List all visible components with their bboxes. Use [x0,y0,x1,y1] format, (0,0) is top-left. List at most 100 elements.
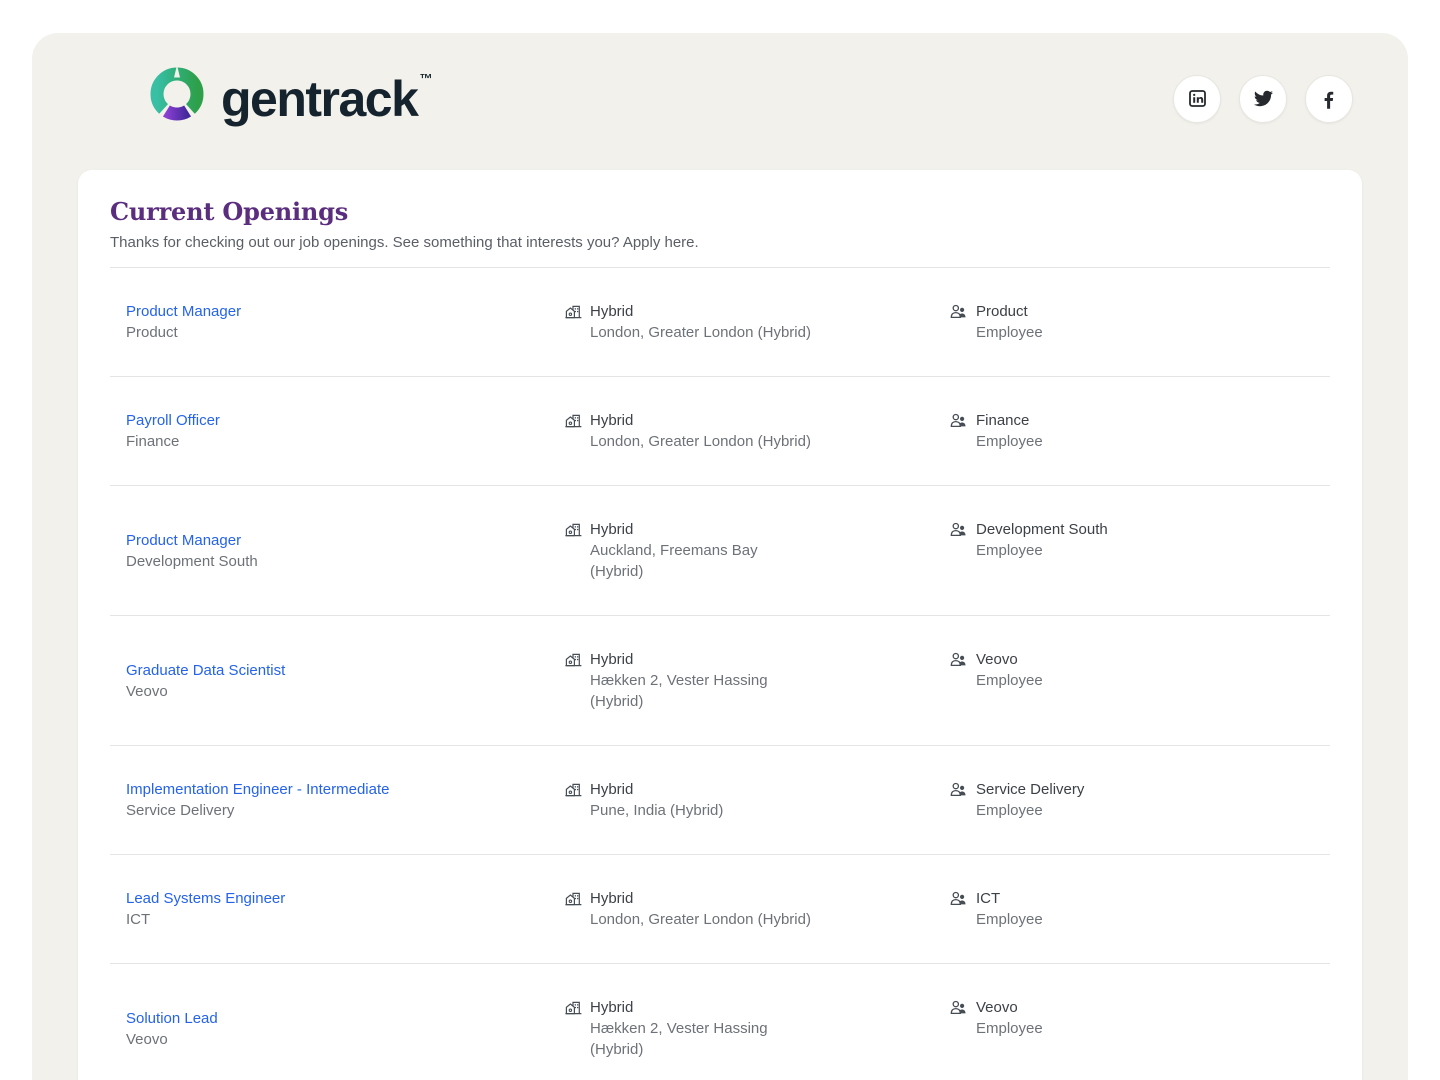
employment-type: Employee [976,324,1043,341]
work-mode: Hybrid [590,651,634,668]
job-location: Hækken 2, Vester Hassing (Hybrid) [590,1020,768,1058]
job-title-link[interactable]: Graduate Data Scientist [126,661,286,679]
team-name: Finance [976,412,1030,429]
job-team-column: Veovo Employee [950,649,1330,691]
job-title-column: Graduate Data Scientist Veovo [110,660,565,702]
twitter-button[interactable] [1239,74,1287,123]
page-subtitle: Thanks for checking out our job openings… [110,234,699,251]
brand-name: gentrack [221,70,419,127]
team-people-icon [950,651,967,691]
job-row: Implementation Engineer - Intermediate S… [110,746,1330,855]
job-location-column: Hybrid London, Greater London (Hybrid) [565,410,950,452]
team-name: Service Delivery [976,781,1085,798]
team-people-icon [950,303,967,343]
job-team-column: Development South Employee [950,519,1330,561]
job-title-link[interactable]: Product Manager [126,303,242,320]
job-row: Solution Lead Veovo Hybri [110,964,1330,1080]
employment-type: Employee [976,911,1043,928]
job-location: Auckland, Freemans Bay (Hybrid) [590,542,758,580]
card-header: Current Openings Thanks for checking out… [110,170,1330,268]
twitter-icon [1253,89,1273,108]
page-title: Current Openings [110,197,349,226]
job-title-link[interactable]: Solution Lead [126,1009,218,1027]
job-row: Lead Systems Engineer ICT [110,855,1330,964]
hybrid-house-building-icon [565,303,582,343]
job-location-column: Hybrid Auckland, Freemans Bay (Hybrid) [565,519,950,582]
hybrid-house-building-icon [565,412,582,452]
hybrid-house-building-icon [565,651,582,712]
gentrack-logo-icon [148,63,206,134]
job-location: Hækken 2, Vester Hassing (Hybrid) [590,672,768,710]
openings-card: Current Openings Thanks for checking out… [78,170,1362,1080]
job-location-column: Hybrid London, Greater London (Hybrid) [565,301,950,343]
facebook-icon [1324,89,1335,109]
trademark: ™ [419,71,433,86]
job-team-column: Product Employee [950,301,1330,343]
jobs-list: Product Manager Product H [110,268,1330,1080]
work-mode: Hybrid [590,999,634,1016]
job-row: Product Manager Development South [110,486,1330,616]
job-title-column: Solution Lead Veovo [110,1008,565,1050]
job-location-column: Hybrid London, Greater London (Hybrid) [565,888,950,930]
job-location-column: Hybrid Pune, India (Hybrid) [565,779,950,821]
job-title-column: Lead Systems Engineer ICT [110,888,565,930]
hybrid-house-building-icon [565,999,582,1060]
hybrid-house-building-icon [565,781,582,821]
team-name: Product [976,303,1028,320]
job-location-column: Hybrid Hækken 2, Vester Hassing (Hybrid) [565,649,950,712]
hybrid-house-building-icon [565,521,582,582]
job-location: Pune, India (Hybrid) [590,802,724,819]
employment-type: Employee [976,433,1043,450]
linkedin-icon [1188,90,1206,107]
team-people-icon [950,521,967,561]
job-department: Finance [126,433,180,450]
job-title-link[interactable]: Implementation Engineer - Intermediate [126,781,390,798]
job-team-column: Finance Employee [950,410,1330,452]
employment-type: Employee [976,672,1043,689]
brand-logo-link[interactable]: gentrack ™ [148,63,433,134]
job-location-column: Hybrid Hækken 2, Vester Hassing (Hybrid) [565,997,950,1060]
job-title-link[interactable]: Product Manager [126,531,242,549]
team-name: Development South [976,521,1108,538]
job-title-column: Product Manager Development South [110,530,565,572]
work-mode: Hybrid [590,412,634,429]
job-team-column: ICT Employee [950,888,1330,930]
work-mode: Hybrid [590,521,634,538]
team-name: Veovo [976,651,1018,668]
employment-type: Employee [976,802,1043,819]
job-row: Payroll Officer Finance H [110,377,1330,486]
facebook-button[interactable] [1305,74,1353,123]
job-row: Graduate Data Scientist Veovo [110,616,1330,746]
job-team-column: Veovo Employee [950,997,1330,1039]
team-people-icon [950,999,967,1039]
job-location: London, Greater London (Hybrid) [590,324,811,341]
hybrid-house-building-icon [565,890,582,930]
social-bar [1173,74,1353,123]
job-department: Veovo [126,682,168,700]
job-department: Veovo [126,1030,168,1048]
team-name: Veovo [976,999,1018,1016]
job-department: ICT [126,911,151,928]
employment-type: Employee [976,542,1043,559]
job-location: London, Greater London (Hybrid) [590,911,811,928]
job-department: Product [126,324,178,341]
team-name: ICT [976,890,1001,907]
team-people-icon [950,890,967,930]
work-mode: Hybrid [590,781,634,798]
job-location: London, Greater London (Hybrid) [590,433,811,450]
job-team-column: Service Delivery Employee [950,779,1330,821]
site-header: gentrack ™ [32,33,1408,134]
team-people-icon [950,781,967,821]
job-department: Service Delivery [126,802,235,819]
job-title-column: Product Manager Product [110,301,565,343]
page-background: gentrack ™ [32,33,1408,1080]
team-people-icon [950,412,967,452]
job-department: Development South [126,552,258,570]
job-row: Product Manager Product H [110,268,1330,377]
job-title-link[interactable]: Lead Systems Engineer [126,890,286,907]
job-title-column: Implementation Engineer - Intermediate S… [110,779,565,821]
employment-type: Employee [976,1020,1043,1037]
job-title-column: Payroll Officer Finance [110,410,565,452]
linkedin-button[interactable] [1173,74,1221,123]
job-title-link[interactable]: Payroll Officer [126,412,220,429]
